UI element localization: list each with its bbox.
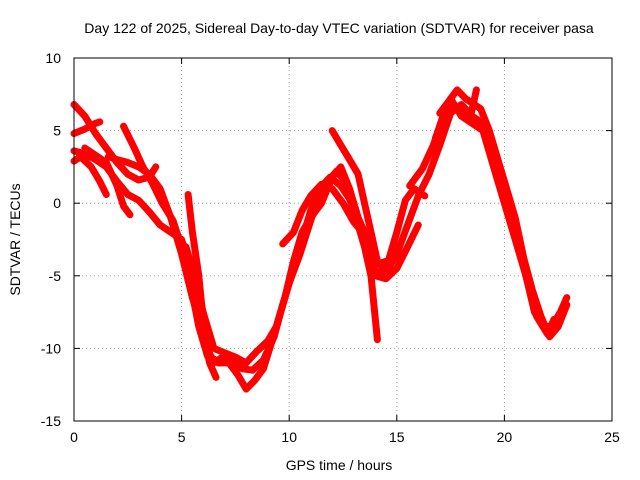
series-line-trace-12 <box>406 86 571 341</box>
grid-lines <box>74 58 612 421</box>
x-axis-label: GPS time / hours <box>286 457 393 473</box>
x-tick-label: 10 <box>281 429 297 445</box>
axis-ticks: 0 5 10 15 20 25 -15 -10 -5 0 5 10 <box>41 50 620 445</box>
plot-frame <box>73 57 613 422</box>
y-tick-label: 5 <box>53 123 61 139</box>
series-line-trace-4 <box>70 153 110 198</box>
y-tick-label: 10 <box>45 50 61 66</box>
chart-title: Day 122 of 2025, Sidereal Day-to-day VTE… <box>84 20 594 36</box>
x-tick-label: 15 <box>389 429 405 445</box>
y-tick-label: 0 <box>53 195 61 211</box>
series-line-trace-3 <box>70 118 104 137</box>
x-tick-label: 25 <box>604 429 620 445</box>
series-line-trace-7 <box>120 122 381 374</box>
series-line-trace-14 <box>436 95 571 331</box>
x-tick-label: 5 <box>178 429 186 445</box>
series-line-trace-10 <box>279 180 429 280</box>
series-line-trace-5 <box>81 144 134 219</box>
x-tick-label: 0 <box>70 429 78 445</box>
y-tick-label: -10 <box>41 340 61 356</box>
y-axis-label: SDTVAR / TECUs <box>7 183 23 295</box>
x-tick-label: 20 <box>497 429 513 445</box>
y-tick-label: -15 <box>41 413 61 429</box>
y-tick-label: -5 <box>49 268 62 284</box>
data-series-group <box>70 86 571 393</box>
series-line-trace-11 <box>328 101 558 338</box>
